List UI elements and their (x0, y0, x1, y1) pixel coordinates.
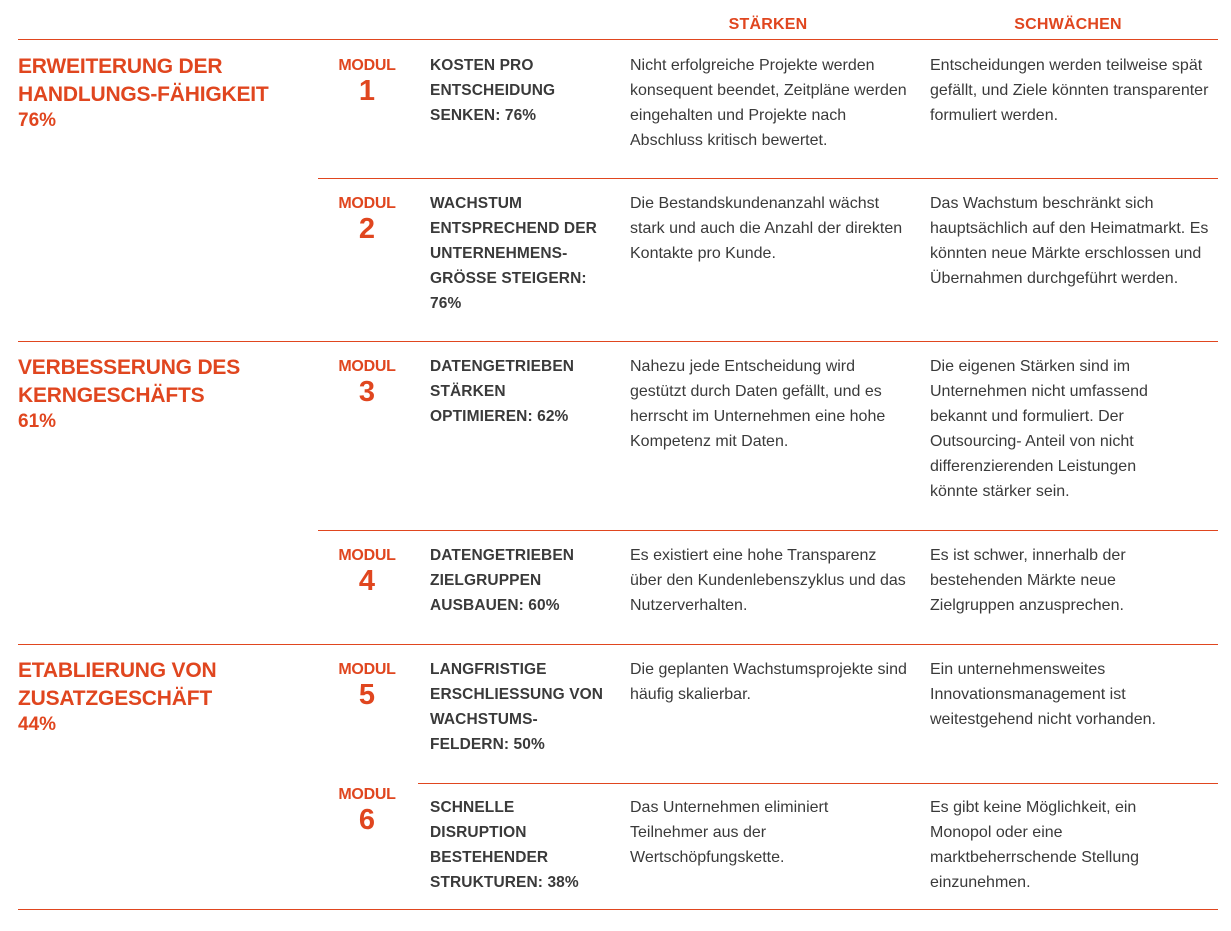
module-6-schwaechen: Es gibt keine Möglichkeit, ein Monopol o… (930, 799, 1140, 891)
section-kerngeschaeft: VERBESSERUNG DES KERNGESCHÄFTS 61% (18, 354, 308, 434)
divider-section-2-3 (18, 644, 1218, 645)
module-1-label: MODUL 1 (330, 57, 404, 107)
section-percent: 61% (18, 411, 57, 432)
divider-bottom (18, 909, 1218, 910)
module-2-schwaechen: Das Wachstum beschränkt sich hauptsächli… (930, 195, 1209, 287)
module-2-staerken: Die Bestandskundenanzahl wächst stark un… (630, 195, 903, 262)
section-handlungsfaehigkeit: ERWEITERUNG DER HANDLUNGS-FÄHIGKEIT 76% (18, 53, 308, 133)
module-4-staerken: Es existiert eine hohe Transparenz über … (630, 547, 906, 614)
section-percent: 76% (18, 110, 57, 131)
module-label: MODUL (338, 661, 396, 678)
module-label: MODUL (338, 786, 396, 803)
column-header-staerken: STÄRKEN (728, 16, 808, 33)
module-number: 1 (358, 75, 376, 107)
module-6-label: MODUL 6 (330, 786, 404, 836)
divider-module-1-2 (318, 178, 1218, 179)
divider-module-3-4 (318, 530, 1218, 531)
module-1-name: KOSTEN PRO ENTSCHEIDUNG SENKEN: 76% (430, 57, 556, 124)
section-title: ERWEITERUNG DER HANDLUNGS-FÄHIGKEIT (18, 55, 269, 106)
module-1-staerken: Nicht erfolgreiche Projekte werden konse… (630, 57, 907, 149)
module-number: 6 (358, 804, 376, 836)
section-percent: 44% (18, 714, 57, 735)
module-3-staerken: Nahezu jede Entscheidung wird gestützt d… (630, 358, 886, 450)
module-2-label: MODUL 2 (330, 195, 404, 245)
section-title: VERBESSERUNG DES KERNGESCHÄFTS (18, 356, 241, 407)
module-3-label: MODUL 3 (330, 358, 404, 408)
module-6-name: SCHNELLE DISRUPTION BESTEHENDER STRUKTUR… (430, 799, 579, 891)
section-zusatzgeschaeft: ETABLIERUNG VON ZUSATZGESCHÄFT 44% (18, 657, 308, 737)
column-header-schwaechen: SCHWÄCHEN (1014, 16, 1122, 33)
divider-top (18, 39, 1218, 40)
module-4-name: DATENGETRIEBEN ZIELGRUPPEN AUSBAUEN: 60% (430, 547, 575, 614)
module-number: 2 (358, 213, 376, 245)
module-3-schwaechen: Die eigenen Stärken sind im Unternehmen … (930, 358, 1148, 500)
module-label: MODUL (338, 57, 396, 74)
module-label: MODUL (338, 195, 396, 212)
module-1-schwaechen: Entscheidungen werden teilweise spät gef… (930, 57, 1209, 124)
module-number: 5 (358, 679, 376, 711)
module-5-name: LANGFRISTIGE ERSCHLIESSUNG VON WACHSTUMS… (430, 661, 604, 753)
divider-section-1-2 (18, 341, 1218, 342)
module-label: MODUL (338, 547, 396, 564)
module-3-name: DATENGETRIEBEN STÄRKEN OPTIMIEREN: 62% (430, 358, 575, 425)
module-number: 4 (358, 565, 376, 597)
divider-module-5-6 (418, 783, 1218, 784)
module-5-label: MODUL 5 (330, 661, 404, 711)
module-label: MODUL (338, 358, 396, 375)
module-4-schwaechen: Es ist schwer, innerhalb der bestehenden… (930, 547, 1126, 614)
module-number: 3 (358, 376, 376, 408)
module-6-staerken: Das Unternehmen eliminiert Teilnehmer au… (630, 799, 829, 866)
module-5-schwaechen: Ein unternehmensweites Innovationsmanage… (930, 661, 1156, 728)
module-5-staerken: Die geplanten Wachstumsprojekte sind häu… (630, 661, 907, 703)
module-2-name: WACHSTUM ENTSPRECHEND DER UNTERNEHMENS-G… (430, 195, 597, 312)
section-title: ETABLIERUNG VON ZUSATZGESCHÄFT (18, 659, 217, 710)
module-4-label: MODUL 4 (330, 547, 404, 597)
